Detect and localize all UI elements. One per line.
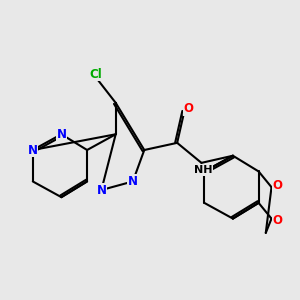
Text: O: O: [272, 179, 282, 192]
Text: N: N: [96, 184, 106, 196]
Text: O: O: [272, 214, 282, 226]
Text: NH: NH: [194, 165, 212, 175]
Text: Cl: Cl: [89, 68, 102, 81]
Text: O: O: [184, 102, 194, 115]
Text: N: N: [128, 175, 138, 188]
Text: N: N: [28, 143, 38, 157]
Text: N: N: [56, 128, 66, 141]
